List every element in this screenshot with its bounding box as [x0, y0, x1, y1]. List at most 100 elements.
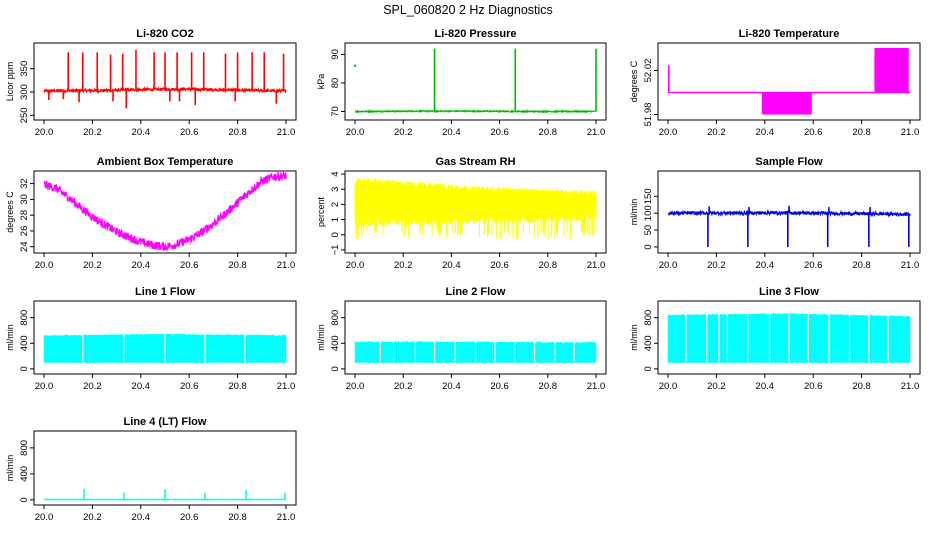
line1-xtick-label: 20.4 [132, 381, 151, 392]
sample_flow-xtick-label: 20.0 [659, 260, 678, 271]
licor_temp-ylabel: degrees C [629, 60, 639, 102]
box_temp-xtick-label: 21.0 [277, 260, 296, 271]
chart-co2: Li-820 CO2 20.0 20.2 20.4 20.6 20.8 21.0 250 300… [5, 28, 297, 138]
pressure-ytick-label: 80 [330, 78, 341, 89]
pressure-title: Li-820 Pressure [435, 28, 517, 40]
line4-xtick-label: 20.0 [35, 512, 54, 523]
line2-ytick-label: 400 [330, 335, 341, 351]
pressure-xtick-label: 20.8 [539, 127, 558, 138]
line1-ytick-label: 400 [19, 335, 30, 351]
box_temp-ytick-label: 28 [19, 210, 30, 221]
pressure-xtick-label: 20.4 [442, 127, 461, 138]
line3-frame [657, 300, 921, 375]
line1-xtick-label: 20.6 [180, 381, 199, 392]
box_temp-ytick-label: 32 [19, 178, 30, 189]
co2-ytick-label: 350 [19, 61, 30, 77]
line4-xtick-label: 20.6 [180, 512, 199, 523]
licor_temp-xtick-label: 20.2 [707, 127, 726, 138]
line3-title: Line 3 Flow [759, 286, 819, 298]
co2-ytick-label: 250 [19, 107, 30, 123]
line4-ylabel: ml/min [5, 455, 15, 482]
sample_flow-xtick-label: 20.2 [707, 260, 726, 271]
line2-xtick-label: 20.0 [346, 381, 365, 392]
chart-box_temp: Ambient Box Temperature 20.0 20.2 20.4 20.6 2… [5, 156, 297, 271]
line1-xtick-label: 20.0 [35, 381, 54, 392]
pressure-xtick-label: 21.0 [587, 127, 606, 138]
line3-ytick-label: 0 [643, 366, 654, 371]
figure-title: SPL_060820 2 Hz Diagnostics [383, 3, 553, 17]
line4-ytick-label: 400 [19, 466, 30, 482]
pressure-xtick-label: 20.2 [394, 127, 413, 138]
box_temp-xtick-label: 20.6 [180, 260, 199, 271]
line2-frame [344, 300, 607, 375]
line3-xtick-label: 20.2 [707, 381, 726, 392]
licor_temp-series-low_toggle [761, 92, 812, 115]
box_temp-xtick-label: 20.8 [228, 260, 247, 271]
line2-data [354, 301, 597, 363]
line2-ylabel: ml/min [316, 324, 326, 351]
line2-xtick-label: 21.0 [587, 381, 606, 392]
line3-xtick-label: 20.6 [804, 381, 823, 392]
licor_temp-xtick-label: 20.0 [659, 127, 678, 138]
co2-ytick-label: 300 [19, 84, 30, 100]
line2-title: Line 2 Flow [446, 286, 506, 298]
sample_flow-ytick-label: 50 [643, 225, 654, 236]
rh-ytick-label: 4 [330, 171, 341, 176]
rh-ytick-label: 1 [330, 217, 341, 222]
line4-ytick-label: 800 [19, 440, 30, 456]
licor_temp-series-high_toggle [874, 48, 909, 93]
line4-xtick-label: 20.2 [83, 512, 102, 523]
line3-xtick-label: 20.0 [659, 381, 678, 392]
licor_temp-xtick-label: 20.8 [852, 127, 871, 138]
pressure-point [353, 64, 357, 68]
co2-frame [33, 42, 297, 121]
rh-ytick-label: 2 [330, 202, 341, 207]
box_temp-ytick-label: 26 [19, 226, 30, 237]
box_temp-series-temp [43, 171, 287, 253]
line1-frame [33, 300, 297, 375]
licor_temp-xtick-label: 20.6 [804, 127, 823, 138]
line3-ytick-label: 400 [643, 335, 654, 351]
pressure-ylabel: kPa [316, 74, 326, 90]
line4-xtick-label: 20.8 [228, 512, 247, 523]
rh-ytick-label: 3 [330, 187, 341, 192]
co2-xtick-label: 20.2 [83, 127, 102, 138]
chart-line2: Line 2 Flow 20.0 20.2 20.4 20.6 20.8 21.0 0 400 8… [316, 286, 607, 392]
licor_temp-xtick-label: 21.0 [901, 127, 920, 138]
rh-series-band [354, 177, 597, 240]
line2-ytick-label: 0 [330, 366, 341, 371]
rh-frame [344, 170, 607, 254]
sample_flow-xtick-label: 20.6 [804, 260, 823, 271]
co2-data [43, 50, 287, 109]
line4-xtick-label: 20.4 [132, 512, 151, 523]
line1-title: Line 1 Flow [135, 286, 195, 298]
line1-data [43, 301, 287, 363]
rh-xtick-label: 20.4 [442, 260, 461, 271]
line1-xtick-label: 21.0 [277, 381, 296, 392]
line1-ytick-label: 800 [19, 310, 30, 326]
line1-xtick-label: 20.8 [228, 381, 247, 392]
box_temp-xtick-label: 20.0 [35, 260, 54, 271]
licor_temp-xtick-label: 20.4 [756, 127, 775, 138]
rh-ylabel: percent [316, 196, 326, 227]
chart-sample_flow: Sample Flow 20.0 20.2 20.4 20.6 20.8 21.0 0 50 10… [629, 156, 921, 271]
sample_flow-data [667, 205, 911, 247]
line3-ytick-label: 800 [643, 310, 654, 326]
rh-data [354, 177, 597, 240]
co2-xtick-label: 20.8 [228, 127, 247, 138]
sample_flow-ytick-label: 150 [643, 188, 654, 204]
pressure-frame [344, 42, 607, 121]
sample_flow-title: Sample Flow [755, 156, 823, 168]
sample_flow-frame [657, 170, 921, 254]
rh-xtick-label: 20.2 [394, 260, 413, 271]
line1-ylabel: ml/min [5, 324, 15, 351]
chart-rh: Gas Stream RH 20.0 20.2 20.4 20.6 20.8 21.0 −1 0… [316, 156, 607, 271]
rh-ytick-label: −1 [330, 245, 341, 256]
sample_flow-ylabel: ml/min [629, 199, 639, 226]
line3-ylabel: ml/min [629, 324, 639, 351]
box_temp-title: Ambient Box Temperature [97, 156, 234, 168]
licor_temp-frame [657, 42, 921, 121]
sample_flow-xtick-label: 20.4 [756, 260, 775, 271]
